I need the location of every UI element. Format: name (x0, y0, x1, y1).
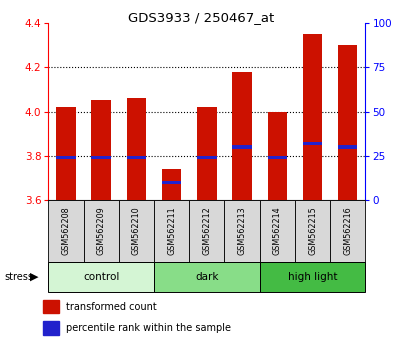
Bar (338, 45, 357, 200)
Bar (295, 200, 330, 262)
Bar (338, 145, 357, 149)
Bar (84, 200, 119, 262)
Text: GDS3933 / 250467_at: GDS3933 / 250467_at (129, 11, 275, 24)
Text: GSM562216: GSM562216 (343, 207, 352, 255)
Text: GSM562213: GSM562213 (238, 207, 247, 255)
Bar (303, 142, 322, 145)
Text: GSM562212: GSM562212 (202, 207, 211, 255)
Text: control: control (83, 272, 119, 282)
Bar (43, 300, 60, 313)
Bar (224, 200, 260, 262)
Bar (127, 98, 146, 200)
Text: transformed count: transformed count (66, 302, 157, 312)
Bar (232, 145, 252, 149)
Text: GSM562214: GSM562214 (273, 207, 282, 255)
Bar (268, 156, 287, 159)
Bar (162, 181, 181, 184)
Text: GSM562208: GSM562208 (61, 207, 71, 255)
Bar (268, 112, 287, 200)
Text: ▶: ▶ (30, 272, 39, 282)
Bar (303, 34, 322, 200)
Bar (92, 101, 111, 200)
Bar (260, 262, 365, 292)
Text: GSM562215: GSM562215 (308, 207, 317, 255)
Bar (43, 321, 60, 335)
Bar (119, 200, 154, 262)
Bar (197, 107, 217, 200)
Text: GSM562209: GSM562209 (97, 207, 106, 255)
Bar (162, 169, 181, 200)
Bar (48, 200, 84, 262)
Bar (56, 107, 76, 200)
Bar (232, 72, 252, 200)
Text: GSM562210: GSM562210 (132, 207, 141, 255)
Bar (330, 200, 365, 262)
Bar (56, 156, 76, 159)
Bar (154, 200, 189, 262)
Bar (92, 156, 111, 159)
Bar (260, 200, 295, 262)
Text: dark: dark (195, 272, 218, 282)
Bar (48, 262, 154, 292)
Text: GSM562211: GSM562211 (167, 207, 176, 255)
Text: high light: high light (288, 272, 337, 282)
Bar (127, 156, 146, 159)
Text: percentile rank within the sample: percentile rank within the sample (66, 323, 231, 333)
Text: stress: stress (4, 272, 33, 282)
Bar (154, 262, 260, 292)
Bar (189, 200, 224, 262)
Bar (197, 156, 217, 159)
